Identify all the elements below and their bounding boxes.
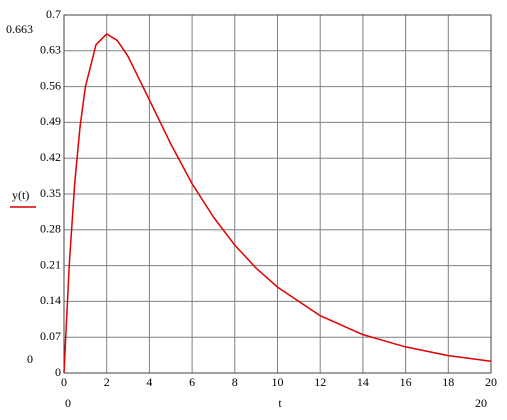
y-range-max: 0.663	[6, 22, 33, 36]
y-tick-label: 0.42	[40, 150, 61, 164]
y-tick-label: 0.63	[40, 43, 61, 57]
x-tick-label: 2	[104, 375, 110, 389]
y-tick-label: 0.56	[40, 78, 61, 92]
y-axis-label: y(t)	[12, 188, 29, 202]
x-tick-label: 16	[400, 375, 412, 389]
y-tick-label: 0.14	[40, 293, 61, 307]
y-tick-label: 0.49	[40, 114, 61, 128]
x-tick-label: 20	[485, 375, 497, 389]
x-tick-label: 18	[442, 375, 454, 389]
x-tick-label: 4	[146, 375, 152, 389]
y-tick-label: 0.07	[40, 329, 61, 343]
x-tick-label: 12	[314, 375, 326, 389]
x-tick-label: 6	[189, 375, 195, 389]
y-tick-label: 0.21	[40, 257, 61, 271]
x-tick-label: 0	[61, 375, 67, 389]
x-tick-label: 14	[357, 375, 369, 389]
y-tick-label: 0	[55, 365, 61, 379]
x-range-max: 20	[475, 396, 487, 410]
plot-frame	[63, 14, 492, 374]
x-range-min: 0	[65, 396, 71, 410]
data-line	[63, 33, 492, 374]
y-tick-label: 0.7	[46, 7, 61, 21]
y-tick-label: 0.35	[40, 186, 61, 200]
x-axis-label: t	[278, 396, 282, 410]
y-tick-label: 0.28	[40, 222, 61, 236]
x-tick-label: 10	[272, 375, 284, 389]
y-range-min: 0	[27, 352, 33, 366]
x-tick-label: 8	[232, 375, 238, 389]
